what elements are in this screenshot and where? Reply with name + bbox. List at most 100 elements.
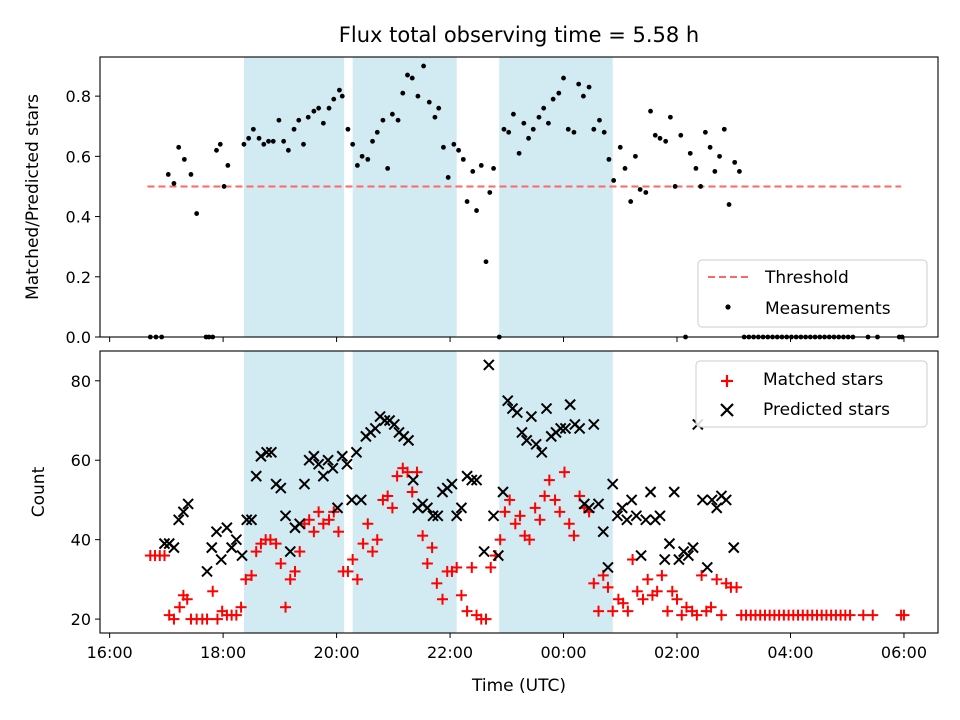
measurement-point — [501, 126, 507, 132]
measurement-point — [717, 153, 722, 159]
measurement-point — [526, 135, 531, 141]
matched-star-marker — [181, 593, 193, 605]
measurement-point — [436, 105, 442, 111]
predicted-star-marker — [221, 522, 233, 534]
predicted-star-marker — [687, 541, 699, 554]
measurement-point — [326, 105, 332, 111]
y-tick-label: 0.2 — [66, 268, 91, 287]
measurement-point — [657, 135, 663, 141]
matched-star-marker — [523, 534, 535, 546]
matched-star-marker — [696, 569, 708, 581]
matched-star-marker — [711, 573, 723, 585]
measurement-point — [241, 141, 247, 147]
y-tick-label: 20 — [71, 610, 91, 629]
predicted-star-marker — [168, 541, 180, 554]
matched-star-marker — [289, 565, 301, 577]
measurement-point — [637, 187, 643, 192]
predicted-star-marker — [427, 510, 439, 522]
matched-star-marker — [417, 530, 429, 542]
predicted-star-marker — [172, 514, 185, 526]
matched-star-marker — [426, 542, 438, 554]
measurement-point — [622, 165, 628, 171]
measurement-point — [339, 93, 345, 99]
measurement-point — [311, 108, 317, 114]
measurement-point — [445, 175, 451, 180]
matched-star-marker — [264, 534, 276, 546]
matched-star-marker — [602, 581, 614, 593]
measurement-point — [337, 87, 342, 93]
predicted-star-marker — [350, 446, 363, 458]
measurement-points — [147, 63, 905, 340]
predicted-star-marker — [241, 514, 253, 526]
bottom-x-axis: 16:00 18:00 20:00 22:00 00:00 02:00 04:00 06:00 — [87, 633, 927, 662]
measurement-point — [246, 135, 252, 141]
matched-star-marker — [617, 597, 629, 609]
measurement-point — [389, 111, 395, 117]
legend-matched-label: Matched stars — [763, 370, 883, 390]
predicted-star-marker — [616, 502, 628, 514]
matched-star-marker — [362, 518, 374, 530]
matched-star-marker — [637, 593, 649, 605]
predicted-star-marker — [279, 510, 292, 522]
predicted-star-marker — [336, 450, 348, 462]
shaded-interval — [499, 57, 613, 337]
predicted-star-marker — [470, 474, 483, 486]
matched-star-marker — [651, 585, 663, 597]
measurement-point — [266, 138, 271, 144]
measurement-point — [291, 126, 297, 132]
measurement-point — [536, 114, 542, 120]
measurement-point — [546, 120, 551, 126]
predicted-star-marker — [559, 422, 572, 435]
predicted-star-marker — [210, 526, 223, 538]
predicted-star-marker — [450, 510, 463, 522]
measurement-point — [365, 156, 371, 162]
matched-star-marker — [303, 514, 315, 526]
matched-star-marker — [371, 534, 383, 546]
measurement-point — [663, 138, 669, 144]
measurement-point — [320, 120, 326, 126]
measurement-point — [171, 181, 177, 186]
matched-star-marker — [455, 589, 467, 601]
measurement-point — [606, 156, 612, 162]
predicted-star-marker — [265, 446, 278, 458]
matched-star-marker — [421, 557, 433, 569]
measurement-point — [506, 129, 512, 135]
measurement-point — [415, 93, 421, 99]
measurement-point — [316, 105, 322, 111]
measurement-point — [550, 96, 556, 102]
predicted-star-marker — [573, 422, 586, 435]
matched-star-marker — [367, 546, 379, 558]
matched-star-marker — [437, 593, 449, 605]
y-tick-label: 0.4 — [66, 208, 91, 227]
measurement-point — [354, 162, 360, 168]
predicted-star-marker — [298, 478, 311, 490]
matched-star-marker — [554, 506, 566, 518]
shaded-interval — [499, 351, 613, 633]
matched-star-marker — [270, 538, 282, 550]
predicted-star-marker — [379, 414, 391, 427]
predicted-star-marker — [446, 478, 458, 490]
matched-star-marker — [158, 550, 170, 562]
matched-star-marker — [529, 502, 541, 514]
predicted-star-marker — [520, 434, 533, 447]
predicted-star-marker — [402, 434, 415, 447]
measurement-point — [597, 117, 602, 123]
bottom-shaded-intervals — [243, 351, 613, 633]
matched-star-marker — [568, 530, 580, 542]
matched-star-marker — [284, 573, 296, 585]
predicted-star-marker — [346, 494, 358, 506]
legend-measurements-label: Measurements — [765, 299, 891, 319]
measurement-point — [491, 165, 496, 171]
matched-star-marker — [867, 609, 879, 621]
top-axes-frame — [99, 56, 939, 338]
measurement-point — [261, 141, 267, 147]
matched-star-marker — [504, 494, 516, 506]
measurement-point — [556, 90, 562, 96]
shaded-interval — [352, 351, 457, 633]
measurement-point — [478, 162, 484, 168]
y-tick-label: 80 — [71, 372, 91, 391]
top-y-axis: 0.0 0.2 0.4 0.6 0.8 — [66, 87, 100, 347]
measurement-point — [580, 93, 586, 99]
bottom-y-label: Count — [29, 466, 49, 517]
measurement-point — [648, 108, 653, 114]
